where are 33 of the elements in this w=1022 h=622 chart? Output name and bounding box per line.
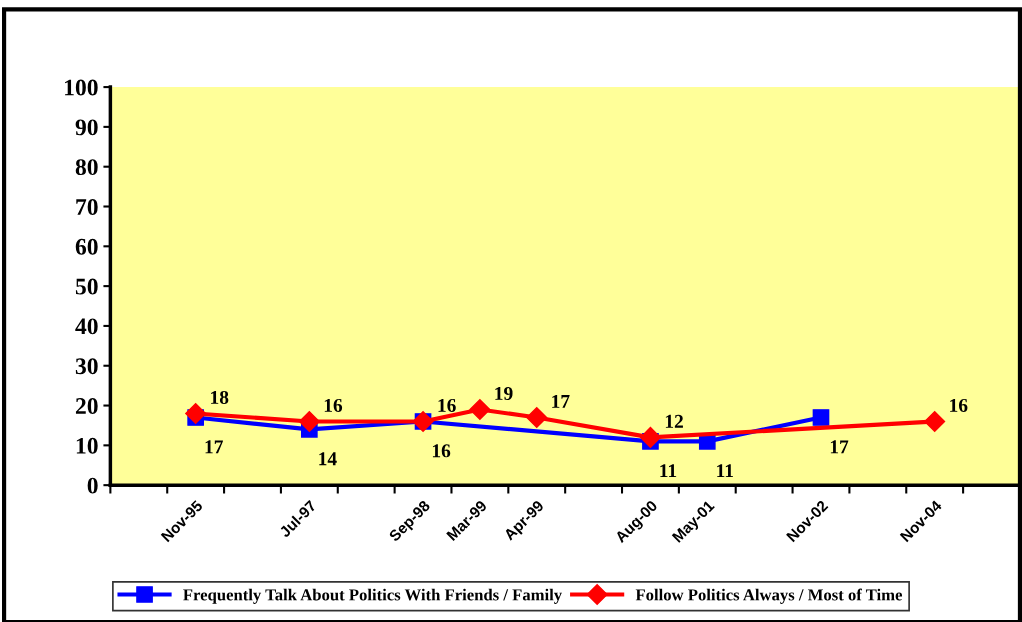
data-label: 16 <box>324 398 343 412</box>
point <box>526 406 548 429</box>
data-label: 17 <box>205 440 223 454</box>
data-label: 16 <box>432 444 451 458</box>
y-tick-label: 70 <box>76 198 98 215</box>
data-label: 19 <box>495 386 513 401</box>
y-tick-label: 90 <box>75 119 98 136</box>
point <box>812 409 830 426</box>
y-tick-label: 80 <box>75 159 98 176</box>
legend-label: Frequently Talk About Politics With Friends / Family <box>183 588 562 604</box>
point <box>639 426 661 448</box>
data-label: 16 <box>438 398 456 412</box>
data-label: 16 <box>950 398 968 412</box>
point <box>298 410 320 432</box>
data-label: 14 <box>319 452 337 466</box>
y-tick-label: 60 <box>75 238 98 255</box>
data-label: 17 <box>552 394 570 408</box>
y-tick-label: 40 <box>75 318 98 335</box>
y-tick-label: 10 <box>76 437 98 454</box>
point <box>185 402 207 425</box>
y-tick-label: 30 <box>75 358 98 375</box>
data-label: 11 <box>660 464 677 478</box>
point <box>924 410 946 432</box>
y-tick-label: 20 <box>75 398 98 414</box>
legend-label: Follow Politics Always / Most of Time <box>635 588 903 604</box>
point <box>469 399 491 421</box>
data-label: 12 <box>665 414 683 428</box>
y-tick-label: 0 <box>87 477 98 494</box>
data-label: 18 <box>211 390 229 404</box>
y-tick-label: 50 <box>75 278 98 295</box>
y-tick-label: 100 <box>65 79 98 96</box>
data-label: 17 <box>830 440 849 454</box>
data-label: 11 <box>717 464 733 478</box>
